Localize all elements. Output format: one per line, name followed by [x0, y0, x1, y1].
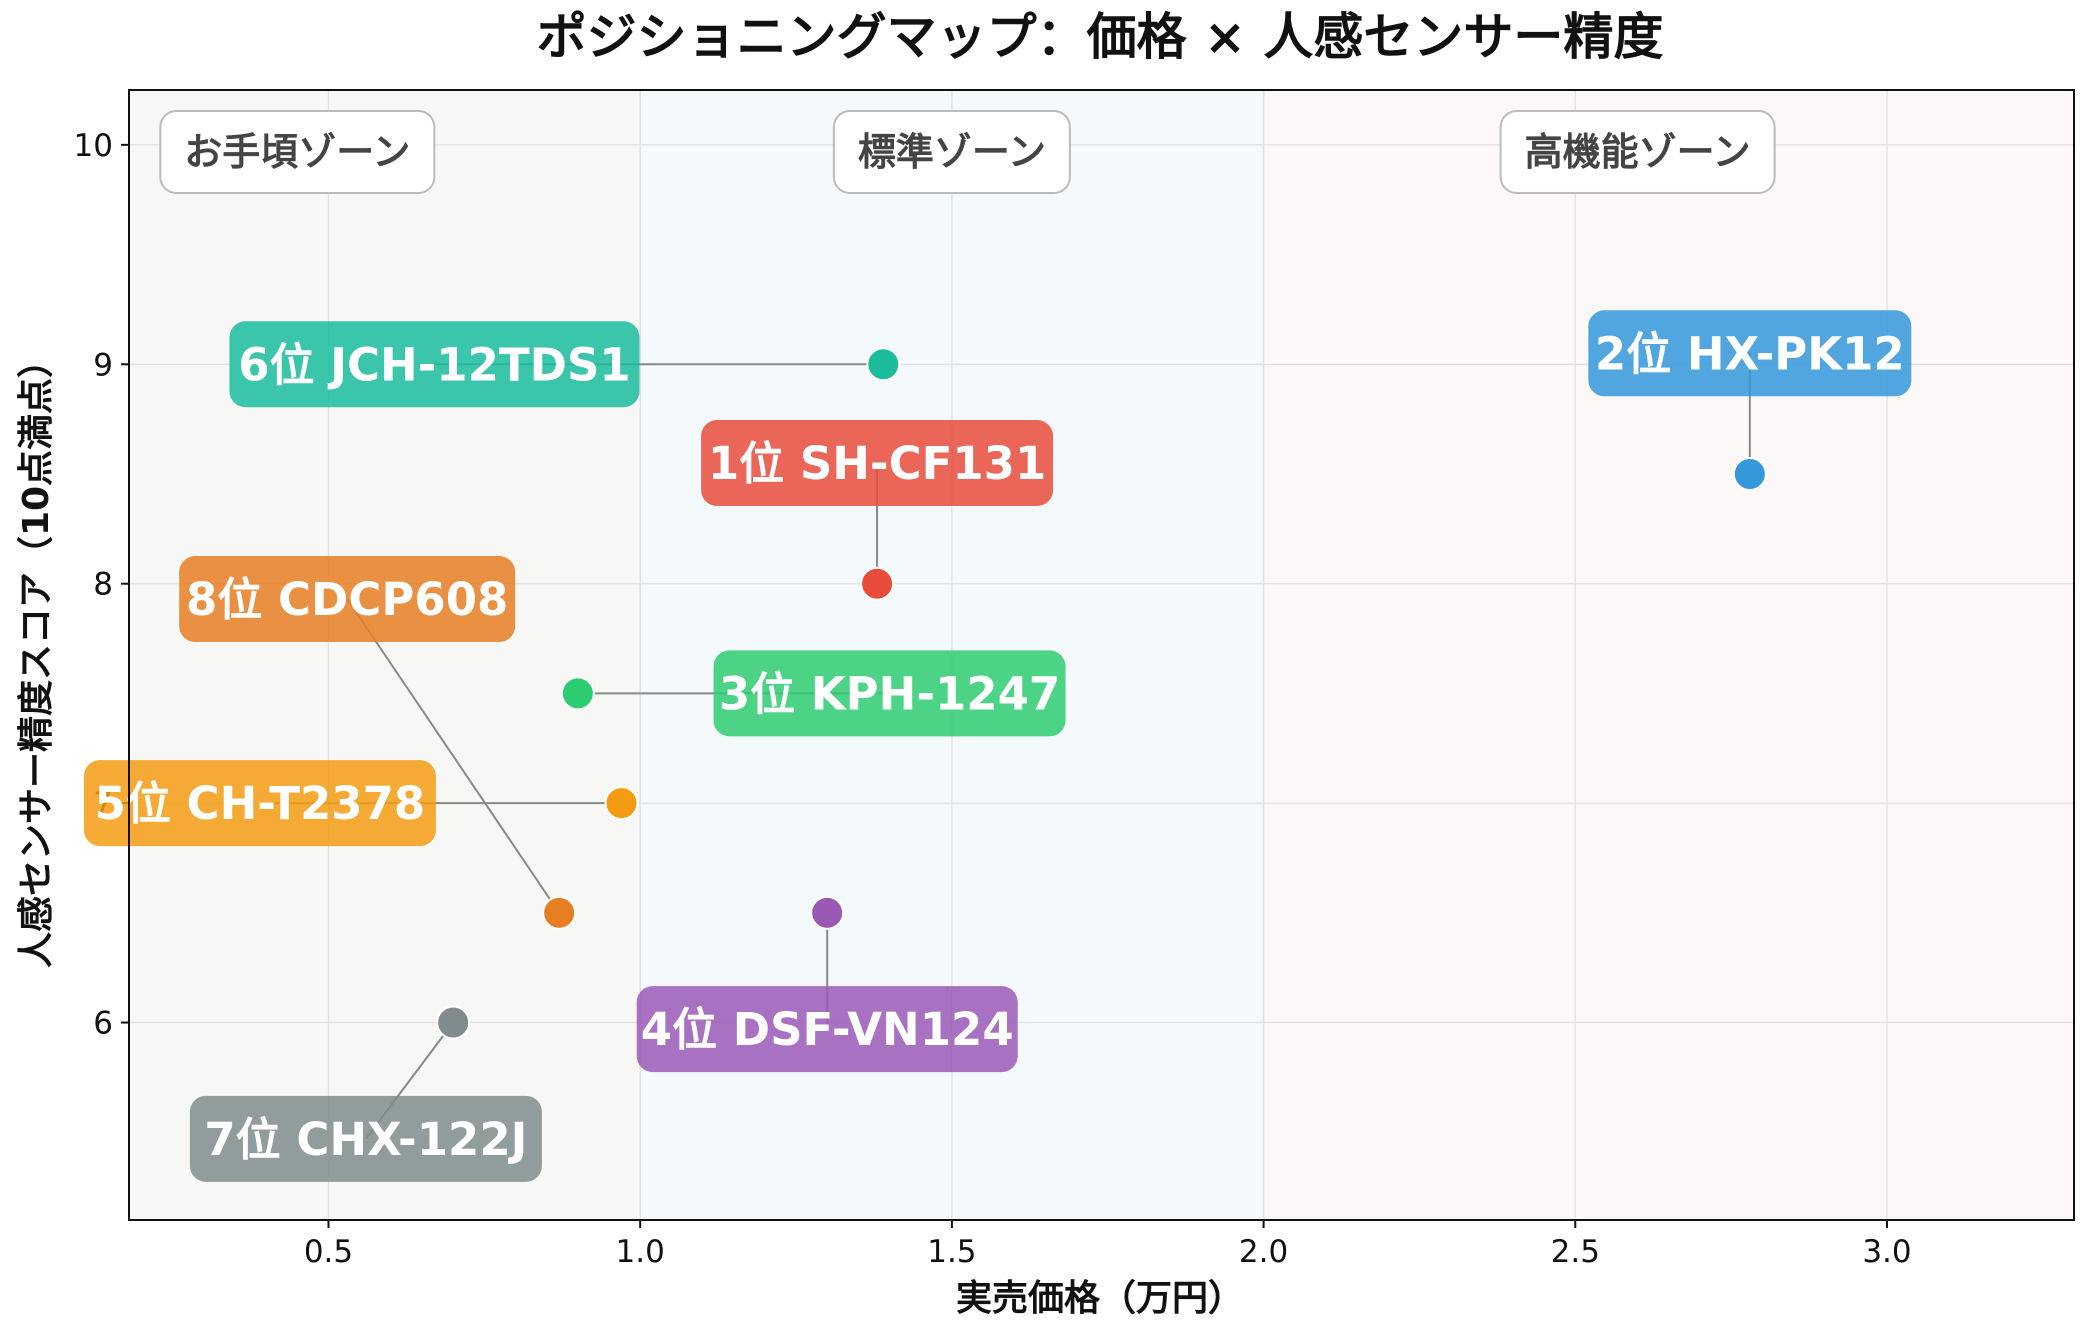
y-tick-label: 9: [93, 347, 113, 383]
point-label-box: [636, 986, 1018, 1073]
chart-title: ポジショニングマップ：価格 × 人感センサー精度: [537, 8, 1664, 66]
y-axis-label: 人感センサー精度スコア（10点満点）: [16, 342, 57, 968]
zone-label-box: [159, 110, 436, 194]
point-label: 6位 JCH-12TDS1: [238, 338, 630, 391]
zone-label: 高機能ゾーン: [1525, 130, 1751, 174]
data-point: [604, 786, 639, 821]
y-tick-label: 6: [93, 1006, 113, 1042]
x-tick-label: 2.0: [1239, 1234, 1288, 1270]
data-points: [436, 347, 1767, 1040]
label-connector: [346, 598, 560, 914]
data-point: [810, 895, 845, 930]
grid-lines: [129, 90, 2074, 1220]
data-point: [542, 895, 577, 930]
y-tick-label: 8: [93, 567, 113, 603]
x-tick-label: 3.0: [1862, 1234, 1911, 1270]
x-axis-label: 実売価格（万円）: [956, 1278, 1244, 1319]
x-tick-label: 2.5: [1551, 1234, 1600, 1270]
x-tick-label: 1.0: [616, 1234, 665, 1270]
data-point: [1732, 456, 1767, 491]
point-label-box: [1588, 310, 1912, 397]
point-label: 1位 SH-CF131: [708, 437, 1046, 490]
point-label-box: [83, 760, 436, 847]
point-label-box: [189, 1095, 542, 1182]
point-label-box: [701, 420, 1054, 507]
point-label-box: [179, 556, 516, 643]
zone-background: [1263, 90, 2074, 1220]
data-point: [860, 566, 895, 601]
zone-labels: お手頃ゾーン 標準ゾーン 高機能ゾーン: [159, 110, 1776, 194]
point-label: 5位 CH-T2378: [95, 777, 426, 830]
point-label-box: [229, 321, 640, 408]
zone-label: 標準ゾーン: [858, 130, 1046, 174]
x-tick-label: 0.5: [304, 1234, 353, 1270]
point-label-box: [713, 650, 1066, 737]
plot-frame: [128, 89, 2075, 1221]
point-label: 3位 KPH-1247: [719, 667, 1060, 720]
point-label: 2位 HX-PK12: [1595, 327, 1905, 380]
zone-label: お手頃ゾーン: [184, 130, 410, 174]
x-tick-label: 1.5: [927, 1234, 976, 1270]
point-label: 7位 CHX-122J: [204, 1113, 527, 1166]
data-point: [866, 347, 901, 382]
point-label: 4位 DSF-VN124: [641, 1003, 1014, 1056]
point-label: 8位 CDCP608: [186, 573, 508, 626]
point-labels: 1位 SH-CF131 2位 HX-PK12 3位 KPH-1247 4位 DSF-V…: [83, 310, 1912, 1182]
zone-label-box: [832, 110, 1071, 194]
zone-label-box: [1499, 110, 1776, 194]
data-point: [560, 676, 595, 711]
y-tick-label: 10: [74, 128, 113, 164]
data-point: [436, 1005, 471, 1040]
zone-backgrounds: [129, 90, 2074, 1220]
